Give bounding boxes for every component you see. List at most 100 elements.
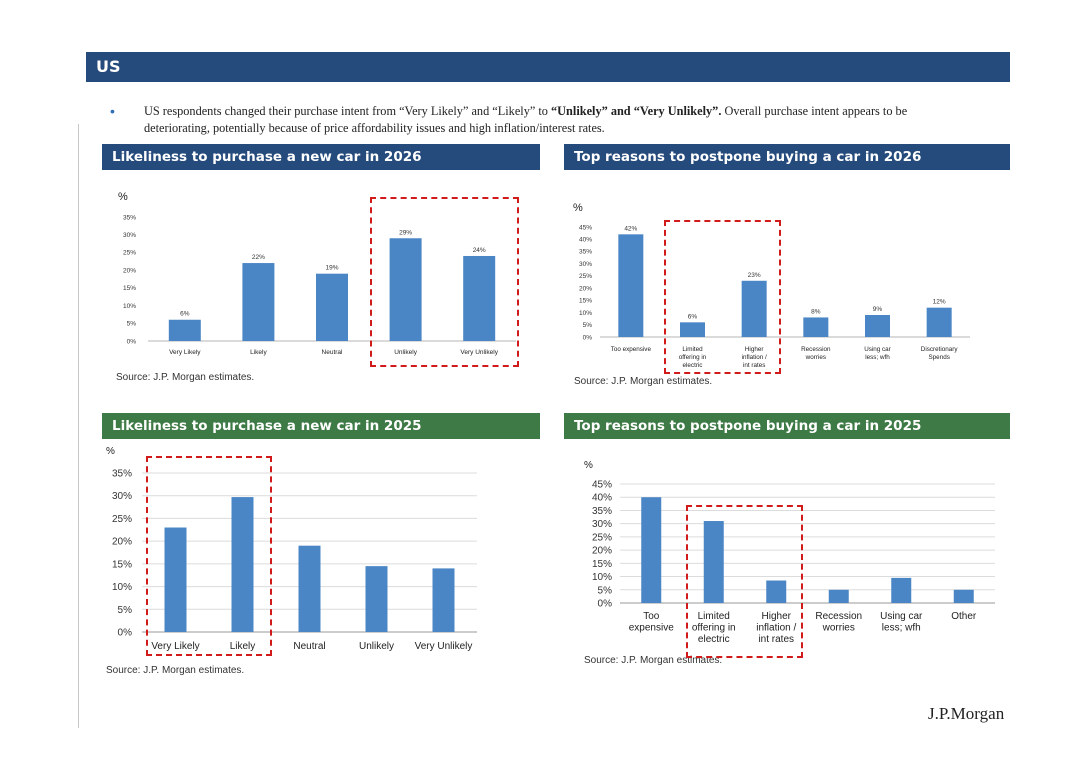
c4-category-label: electric — [698, 634, 730, 645]
c1-ytick-label: 5% — [127, 321, 137, 328]
c3-ytick-label: 5% — [118, 605, 133, 616]
c3-category-label: Likely — [230, 641, 256, 652]
c2-data-label: 12% — [933, 299, 946, 306]
c4-ytick-label: 15% — [592, 559, 612, 570]
c1-bar — [389, 238, 422, 341]
c2-ytick-label: 0% — [583, 334, 593, 341]
c3-ytick-label: 20% — [112, 537, 132, 548]
c3-ylabel: % — [106, 446, 115, 457]
c1-ytick-label: 30% — [123, 232, 136, 239]
c2-category-label: Discretionary — [921, 346, 959, 353]
c1-category-label: Neutral — [322, 349, 344, 356]
c4-category-label: expensive — [629, 623, 674, 634]
c1-ytick-label: 35% — [123, 214, 136, 221]
c1-category-label: Unlikely — [394, 349, 418, 356]
c4-bar — [828, 589, 849, 603]
c1-bar — [168, 319, 201, 341]
c2-data-label: 6% — [688, 313, 698, 320]
c1-data-label: 19% — [325, 265, 338, 272]
source-note-1: Source: J.P. Morgan estimates. — [116, 372, 255, 383]
c4-category-label: Too — [643, 611, 660, 622]
c4-bar — [891, 577, 912, 603]
c1-data-label: 22% — [252, 254, 265, 261]
c2-ytick-label: 20% — [579, 285, 592, 292]
source-note-2: Source: J.P. Morgan estimates. — [574, 376, 713, 387]
c2-category-label: Limited — [682, 346, 703, 353]
panel-title-reasons-2025: Top reasons to postpone buying a car in … — [564, 413, 1010, 439]
c1-bar — [316, 273, 348, 341]
panel-title-intent-2025: Likeliness to purchase a new car in 2025 — [102, 413, 540, 439]
c3-category-label: Unlikely — [359, 641, 394, 652]
c2-data-label: 23% — [748, 272, 761, 279]
c2-bar — [741, 280, 767, 337]
c2-bar — [680, 322, 705, 337]
c3-bar — [365, 566, 388, 632]
c2-ytick-label: 45% — [579, 224, 592, 231]
c3-category-label: Neutral — [293, 641, 325, 652]
c3-bar — [432, 568, 455, 632]
c4-category-label: Other — [951, 611, 977, 622]
c4-category-label: less; wfh — [882, 623, 921, 634]
c2-ylabel: % — [573, 202, 583, 214]
summary-part-2: Overall purchase intent appears to be de… — [144, 104, 908, 135]
c4-bar — [953, 589, 974, 603]
c4-ytick-label: 40% — [592, 493, 612, 504]
c3-bar — [164, 527, 187, 632]
c2-data-label: 42% — [624, 225, 637, 232]
c4-category-label: inflation / — [756, 623, 796, 634]
c2-bar — [618, 234, 644, 337]
c2-category-label: Spends — [928, 354, 949, 361]
bullet-icon: • — [110, 103, 115, 119]
c4-ytick-label: 5% — [598, 585, 613, 596]
c2-ytick-label: 40% — [579, 236, 592, 243]
summary-emphasis: “Unlikely” and “Very Unlikely”. — [551, 104, 722, 118]
c4-category-label: Higher — [762, 611, 792, 622]
section-title: US — [96, 57, 121, 76]
c2-category-label: worries — [805, 354, 826, 361]
c2-category-label: Using car — [864, 346, 891, 353]
c1-bar — [242, 263, 275, 341]
c4-category-label: Using car — [880, 611, 923, 622]
summary-text: US respondents changed their purchase in… — [144, 103, 944, 137]
panel-title-intent-2026: Likeliness to purchase a new car in 2026 — [102, 144, 540, 170]
c4-category-label: int rates — [758, 634, 794, 645]
c4-ytick-label: 0% — [598, 599, 613, 610]
c2-ytick-label: 5% — [583, 322, 593, 329]
source-note-4: Source: J.P. Morgan estimates. — [584, 655, 723, 666]
c2-ytick-label: 30% — [579, 261, 592, 268]
c4-bar — [641, 497, 662, 603]
c4-ytick-label: 30% — [592, 519, 612, 530]
c4-ytick-label: 10% — [592, 572, 612, 583]
c4-ytick-label: 45% — [592, 480, 612, 491]
c2-category-label: electric — [683, 362, 703, 369]
c3-ytick-label: 25% — [112, 514, 132, 525]
c2-bar — [926, 307, 952, 337]
c3-ytick-label: 30% — [112, 491, 132, 502]
c2-bar — [803, 317, 829, 337]
c2-category-label: less; wfh — [865, 354, 890, 361]
c2-bar — [865, 315, 890, 337]
c2-category-label: inflation / — [742, 354, 767, 361]
c2-category-label: Higher — [745, 346, 764, 353]
c3-ytick-label: 15% — [112, 559, 132, 570]
c2-category-label: Recession — [801, 346, 831, 353]
c3-ytick-label: 35% — [112, 469, 132, 480]
c3-category-label: Very Likely — [151, 641, 199, 652]
c4-bar — [703, 521, 724, 603]
c2-category-label: Too expensive — [611, 346, 652, 353]
c4-category-label: worries — [822, 623, 855, 634]
c1-ytick-label: 0% — [127, 338, 137, 345]
c1-ylabel: % — [118, 191, 128, 203]
c1-ytick-label: 15% — [123, 285, 136, 292]
panel-title-reasons-2026: Top reasons to postpone buying a car in … — [564, 144, 1010, 170]
c1-ytick-label: 25% — [123, 250, 136, 257]
c2-ytick-label: 25% — [579, 273, 592, 280]
c1-category-label: Likely — [250, 349, 267, 356]
c1-ytick-label: 20% — [123, 267, 136, 274]
summary-part-1: US respondents changed their purchase in… — [144, 104, 552, 118]
c4-ytick-label: 20% — [592, 546, 612, 557]
c1-data-label: 29% — [399, 229, 412, 236]
margin-rule — [78, 124, 79, 728]
c4-ylabel: % — [584, 460, 593, 471]
c1-data-label: 24% — [473, 247, 486, 254]
